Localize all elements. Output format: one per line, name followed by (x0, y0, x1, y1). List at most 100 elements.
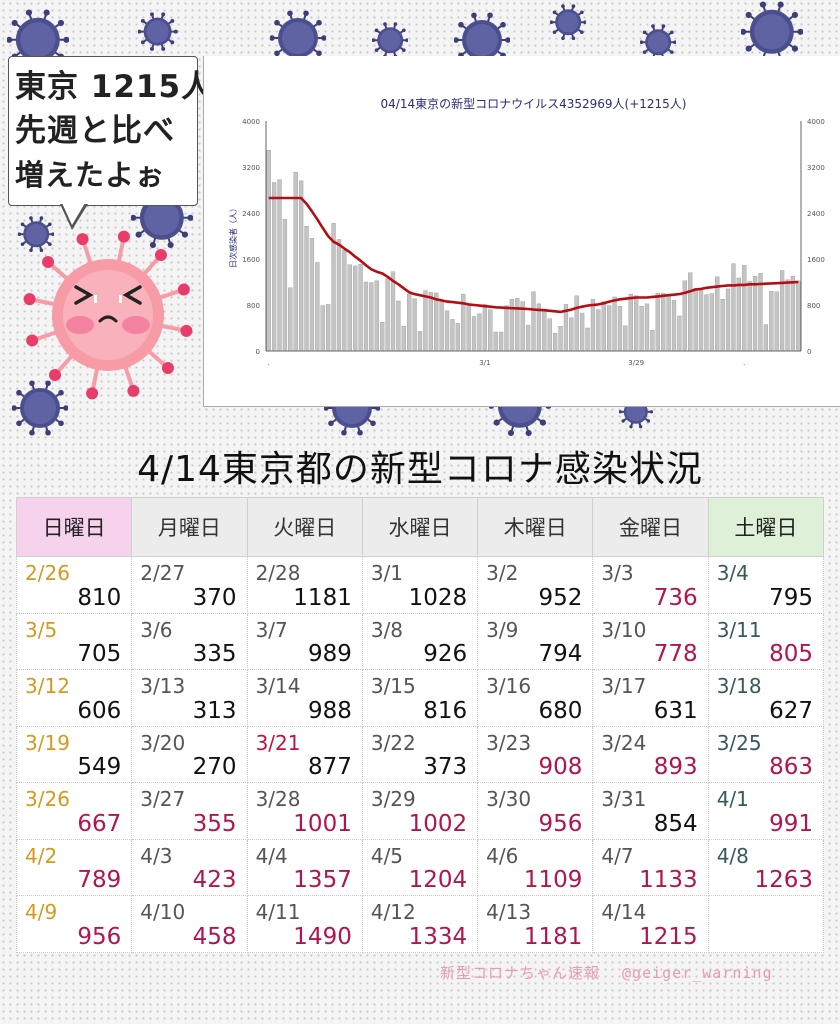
bar (774, 291, 779, 352)
virus-icon (741, 1, 803, 63)
day-date: 3/16 (486, 674, 532, 698)
day-cell: 4/14 1215 (592, 895, 709, 953)
bar (601, 301, 606, 352)
x-tick-label: 3/1 (479, 359, 490, 367)
bar (747, 281, 752, 352)
day-date: 3/22 (370, 730, 416, 755)
day-date: 3/31 (601, 787, 647, 811)
bar (709, 293, 714, 352)
bar (569, 317, 574, 352)
day-date: 3/20 (140, 730, 186, 755)
bar (358, 263, 363, 352)
day-date: 3/27 (140, 787, 186, 811)
bar (639, 305, 644, 352)
day-date: 3/7 (255, 617, 288, 642)
day-cell: 3/19 549 (15, 725, 133, 783)
bar (634, 295, 639, 352)
day-count: 778 (653, 641, 698, 667)
day-cell: 4/10 458 (131, 895, 248, 953)
y-tick-label-left: 4000 (242, 118, 260, 126)
y-tick-label-left: 1600 (242, 256, 260, 264)
day-cell: 3/8 926 (361, 612, 479, 670)
weekday-header: 金曜日 (592, 497, 709, 557)
y-tick-label-left: 800 (247, 302, 260, 310)
day-count: 1002 (408, 810, 468, 837)
day-count: 877 (307, 754, 352, 780)
day-date: 3/2 (486, 561, 519, 585)
table-row: 4/2 789 4/3 423 4/4 1357 4/5 1204 4/6 1109 4/7 1133… (15, 838, 825, 896)
bar (763, 324, 769, 352)
table-row: 2/26 810 2/27 370 2/28 1181 3/1 1028 3/2 952 3/3 73… (15, 556, 825, 614)
day-count: 805 (769, 641, 813, 667)
day-cell: 3/14 988 (246, 669, 363, 727)
bar (525, 324, 531, 352)
bar (769, 290, 774, 352)
bar (677, 315, 682, 352)
day-count: 1357 (293, 867, 352, 893)
day-count: 1109 (523, 867, 583, 893)
y-tick-label-right: 800 (807, 302, 820, 310)
day-count: 795 (769, 584, 813, 611)
day-date: 3/6 (140, 617, 173, 642)
day-count: 370 (192, 584, 237, 611)
chart-title: 04/14東京の新型コロナウイルス4352969人(+1215人) (381, 96, 687, 111)
day-date: 4/10 (140, 900, 186, 924)
bar (666, 294, 671, 352)
bar (385, 278, 390, 352)
day-count: 667 (77, 810, 122, 837)
day-count: 373 (423, 754, 468, 780)
day-date: 4/6 (486, 843, 519, 868)
day-count: 989 (307, 641, 352, 667)
speech-line-3: 増えたよぉ (15, 158, 166, 192)
day-count: 854 (653, 810, 698, 837)
day-cell: 3/20 270 (131, 725, 248, 783)
day-count: 736 (653, 584, 698, 611)
day-count: 705 (77, 641, 122, 667)
day-date: 3/5 (25, 617, 58, 642)
bar (725, 288, 731, 352)
day-cell: 3/13 313 (131, 669, 248, 727)
day-cell: 3/31 854 (592, 782, 709, 840)
day-cell: 4/9 956 (15, 895, 133, 953)
y-tick-label-right: 4000 (807, 118, 825, 126)
day-cell: 3/6 335 (131, 612, 248, 670)
bar (277, 179, 282, 352)
day-cell: 3/24 893 (592, 725, 709, 783)
day-date: 2/27 (140, 561, 186, 585)
bar (482, 304, 488, 352)
table-row: 4/9 956 4/10 458 4/11 1490 4/12 1334 4/13 1181 4/1… (15, 895, 825, 953)
bar (353, 265, 358, 352)
virus-icon (371, 22, 409, 58)
bar (623, 325, 628, 352)
bar (590, 299, 596, 352)
bar (596, 309, 601, 352)
day-date: 3/9 (486, 617, 519, 642)
day-date: 3/12 (25, 674, 70, 698)
day-count: 549 (77, 754, 122, 780)
day-date: 4/8 (716, 843, 749, 868)
bar (336, 239, 342, 352)
bar (439, 300, 444, 352)
bar (304, 226, 309, 352)
bar (428, 292, 433, 352)
day-count: 1028 (408, 584, 468, 611)
day-cell: 3/10 778 (592, 612, 709, 670)
bar (515, 297, 520, 352)
bar (790, 276, 796, 352)
day-date: 3/1 (370, 561, 404, 585)
corona-mascot-icon (23, 230, 193, 400)
weekday-header: 土曜日 (707, 497, 825, 557)
y-tick-label-right: 2400 (807, 210, 825, 218)
day-count: 908 (538, 754, 583, 780)
bar (731, 263, 736, 352)
day-cell: 4/4 1357 (246, 838, 363, 896)
chart-panel: 04/14東京の新型コロナウイルス4352969人(+1215人) 0 0 800 80… (203, 56, 840, 407)
weekday-header: 火曜日 (246, 497, 363, 557)
day-cell: 3/7 989 (246, 612, 363, 670)
day-cell: 4/13 1181 (477, 895, 594, 953)
day-date: 4/5 (370, 843, 404, 868)
day-cell (707, 895, 825, 953)
bar (574, 295, 579, 352)
day-cell: 4/2 789 (15, 838, 133, 896)
day-cell: 3/25 863 (707, 725, 825, 783)
